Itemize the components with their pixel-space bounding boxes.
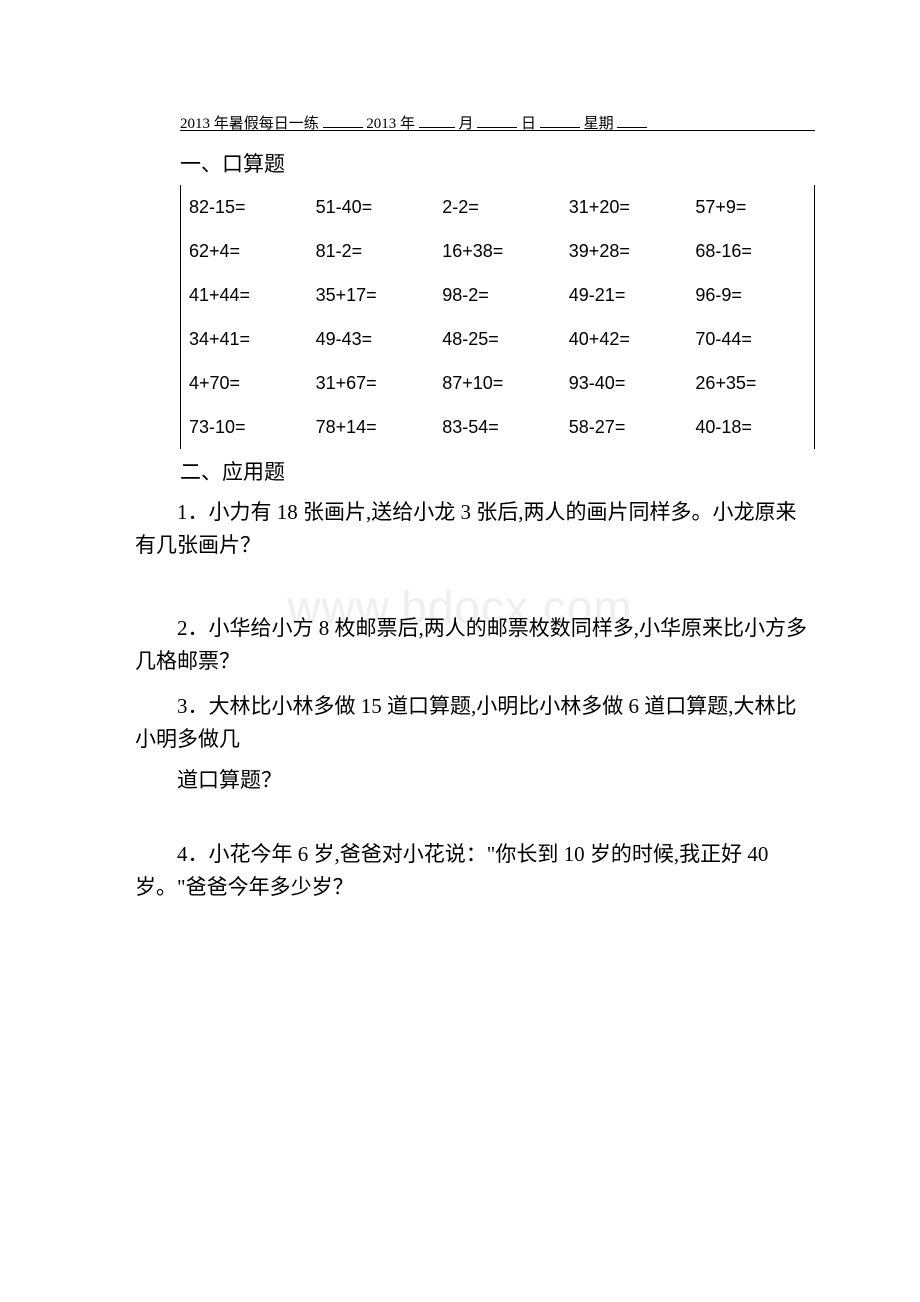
problem-text: 2．小华给小方 8 枚邮票后,两人的邮票枚数同样多,小华原来比小方多几格邮票？	[135, 612, 815, 677]
table-cell: 87+10=	[434, 373, 561, 394]
header-blank-1	[323, 113, 363, 128]
table-cell: 31+20=	[561, 197, 688, 218]
table-cell: 96-9=	[687, 285, 814, 306]
word-problem-2: 2．小华给小方 8 枚邮票后,两人的邮票枚数同样多,小华原来比小方多几格邮票？	[135, 612, 815, 677]
table-cell: 39+28=	[561, 241, 688, 262]
problem-text: 3．大林比小林多做 15 道口算题,小明比小林多做 6 道口算题,大林比小明多做…	[135, 690, 815, 755]
table-cell: 2-2=	[434, 197, 561, 218]
table-cell: 93-40=	[561, 373, 688, 394]
table-cell: 57+9=	[687, 197, 814, 218]
header-blank-end	[617, 113, 647, 128]
problem-text: 1．小力有 18 张画片,送给小龙 3 张后,两人的画片同样多。小龙原来有几张画…	[135, 496, 815, 561]
table-cell: 81-2=	[308, 241, 435, 262]
table-cell: 82-15=	[181, 197, 308, 218]
table-cell: 73-10=	[181, 417, 308, 438]
table-row: 82-15= 51-40= 2-2= 31+20= 57+9=	[181, 185, 814, 229]
word-problem-3: 3．大林比小林多做 15 道口算题,小明比小林多做 6 道口算题,大林比小明多做…	[135, 690, 815, 755]
table-row: 34+41= 49-43= 48-25= 40+42= 70-44=	[181, 317, 814, 361]
table-cell: 70-44=	[687, 329, 814, 350]
table-cell: 48-25=	[434, 329, 561, 350]
table-cell: 34+41=	[181, 329, 308, 350]
table-cell: 40-18=	[687, 417, 814, 438]
table-row: 73-10= 78+14= 83-54= 58-27= 40-18=	[181, 405, 814, 449]
header-blank-day	[477, 113, 517, 128]
word-problem-3-cont: 道口算题？	[135, 764, 815, 797]
table-cell: 41+44=	[181, 285, 308, 306]
header-blank-weekday	[540, 113, 580, 128]
header-blank-month	[419, 113, 455, 128]
table-cell: 98-2=	[434, 285, 561, 306]
section-2-title: 二、应用题	[180, 456, 285, 486]
table-cell: 58-27=	[561, 417, 688, 438]
table-cell: 26+35=	[687, 373, 814, 394]
table-row: 62+4= 81-2= 16+38= 39+28= 68-16=	[181, 229, 814, 273]
table-cell: 49-21=	[561, 285, 688, 306]
problem-text: 4．小花今年 6 岁,爸爸对小花说："你长到 10 岁的时候,我正好 40 岁。…	[135, 838, 815, 903]
problem-text: 道口算题？	[135, 764, 815, 797]
table-cell: 68-16=	[687, 241, 814, 262]
table-cell: 31+67=	[308, 373, 435, 394]
table-cell: 40+42=	[561, 329, 688, 350]
table-cell: 62+4=	[181, 241, 308, 262]
table-row: 41+44= 35+17= 98-2= 49-21= 96-9=	[181, 273, 814, 317]
table-cell: 78+14=	[308, 417, 435, 438]
table-cell: 16+38=	[434, 241, 561, 262]
table-row: 4+70= 31+67= 87+10= 93-40= 26+35=	[181, 361, 814, 405]
arithmetic-table: 82-15= 51-40= 2-2= 31+20= 57+9= 62+4= 81…	[180, 185, 815, 449]
table-cell: 51-40=	[308, 197, 435, 218]
table-cell: 4+70=	[181, 373, 308, 394]
table-cell: 35+17=	[308, 285, 435, 306]
table-cell: 49-43=	[308, 329, 435, 350]
section-1-title: 一、口算题	[180, 148, 285, 178]
word-problem-4: 4．小花今年 6 岁,爸爸对小花说："你长到 10 岁的时候,我正好 40 岁。…	[135, 838, 815, 903]
header-underline	[180, 130, 815, 131]
table-cell: 83-54=	[434, 417, 561, 438]
word-problem-1: 1．小力有 18 张画片,送给小龙 3 张后,两人的画片同样多。小龙原来有几张画…	[135, 496, 815, 561]
